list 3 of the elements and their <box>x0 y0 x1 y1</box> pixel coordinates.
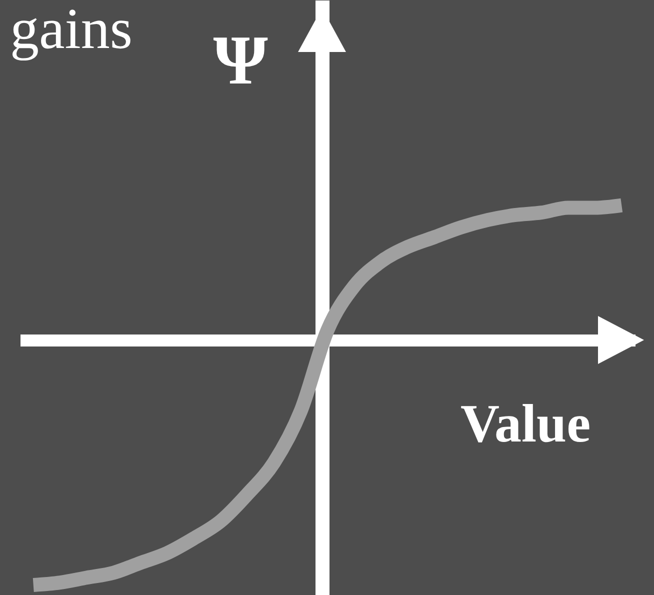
x-axis-title: Value <box>460 394 591 454</box>
y-axis-title: Ψ <box>213 22 268 100</box>
text: gains <box>10 0 132 61</box>
